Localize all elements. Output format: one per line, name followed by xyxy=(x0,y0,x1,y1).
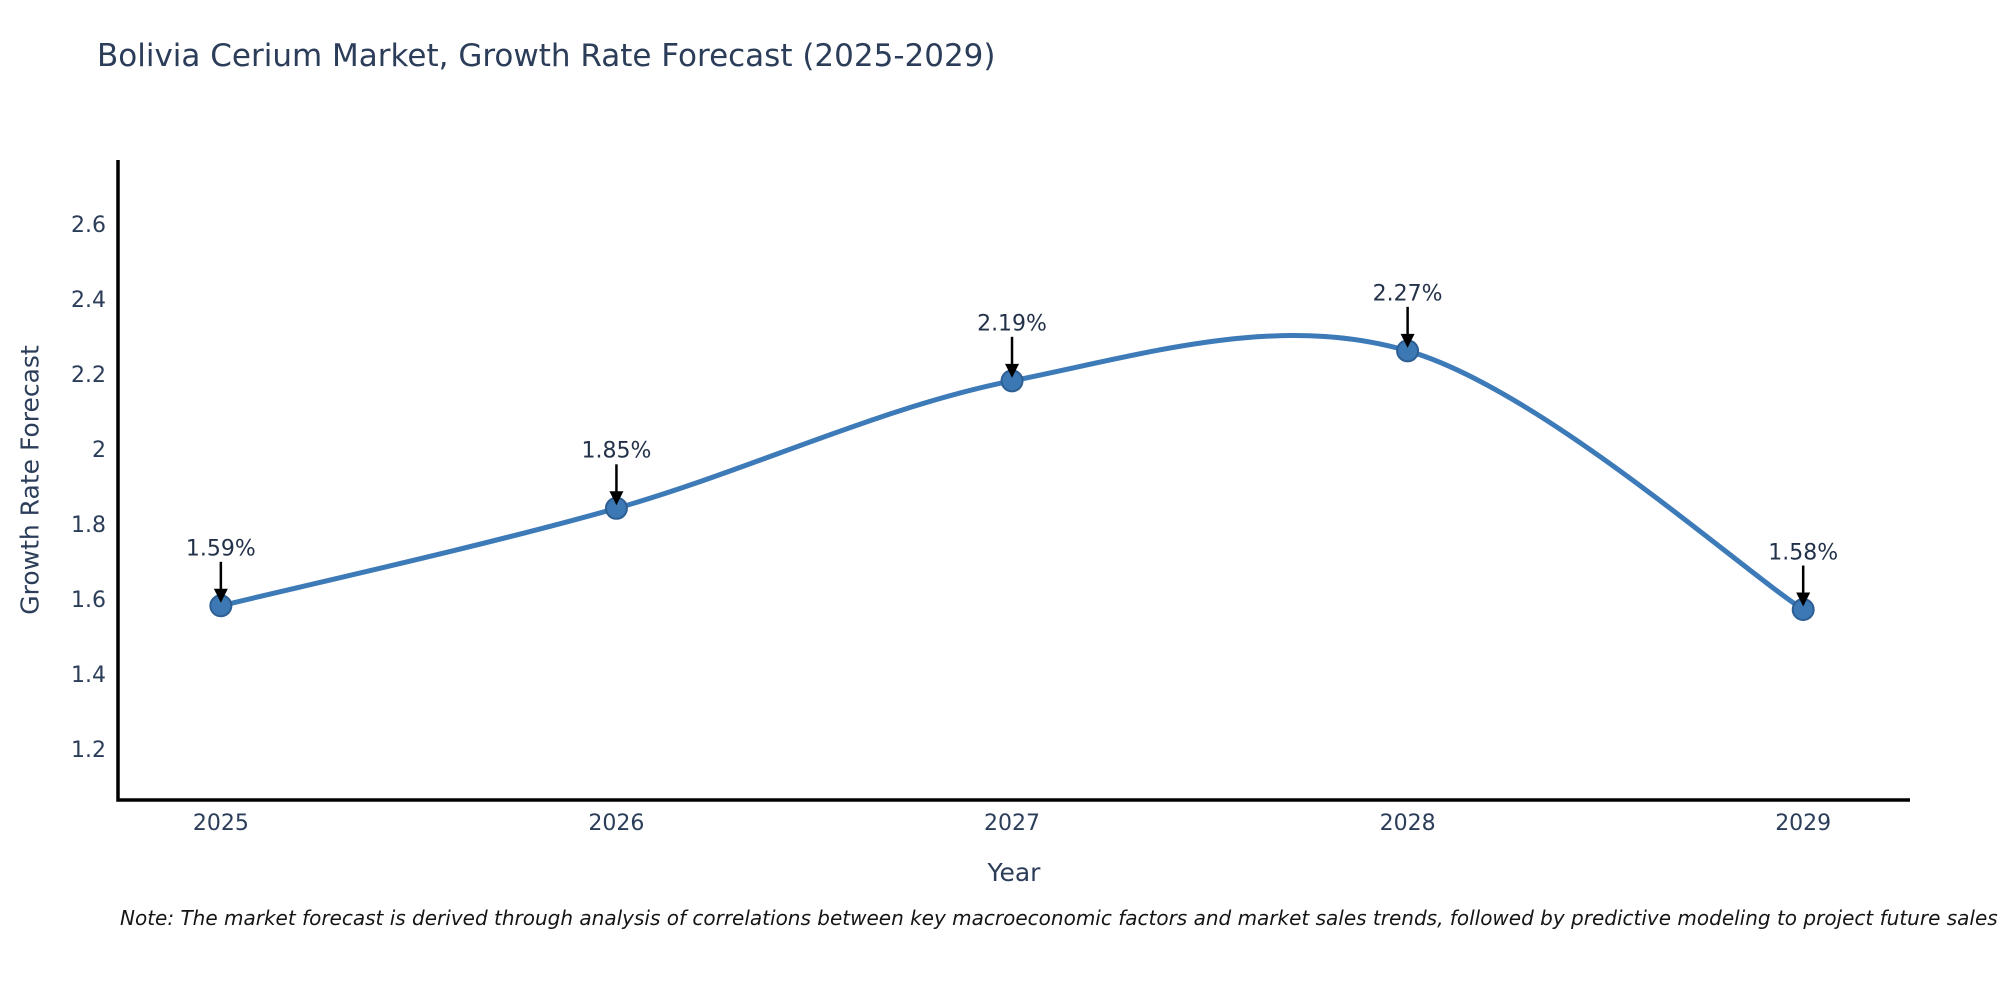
y-tick-label: 1.2 xyxy=(71,738,106,763)
axis-lines xyxy=(116,160,1910,802)
chart-title: Bolivia Cerium Market, Growth Rate Forec… xyxy=(97,38,996,74)
data-point-label: 1.58% xyxy=(1768,540,1839,566)
x-axis-title: Year xyxy=(987,858,1041,887)
data-point-label: 2.19% xyxy=(977,311,1047,337)
annotation-arrow-head xyxy=(609,491,624,506)
data-point-label: 1.85% xyxy=(581,438,652,464)
data-point-label: 1.59% xyxy=(185,536,256,562)
y-tick-label: 2 xyxy=(92,438,106,464)
y-tick-label: 2.4 xyxy=(71,288,106,314)
x-tick-label: 2029 xyxy=(1775,811,1832,836)
annotation-arrow-head xyxy=(213,588,228,603)
annotation-arrow-head xyxy=(1400,333,1415,348)
footnote: Note: The market forecast is derived thr… xyxy=(120,906,1998,930)
x-tick-label: 2026 xyxy=(588,811,645,836)
data-point-label: 2.27% xyxy=(1372,281,1443,307)
x-tick-label: 2027 xyxy=(984,811,1041,836)
annotation-arrow-head xyxy=(1005,363,1020,378)
y-tick-label: 1.4 xyxy=(71,663,106,689)
x-tick-label: 2028 xyxy=(1379,811,1436,836)
y-tick-label: 2.6 xyxy=(71,213,106,239)
x-tick-label: 2025 xyxy=(192,811,249,836)
annotation-arrow-head xyxy=(1796,592,1811,607)
y-tick-label: 1.8 xyxy=(71,513,106,539)
y-tick-label: 1.6 xyxy=(71,588,106,614)
y-tick-label: 2.2 xyxy=(71,363,106,389)
